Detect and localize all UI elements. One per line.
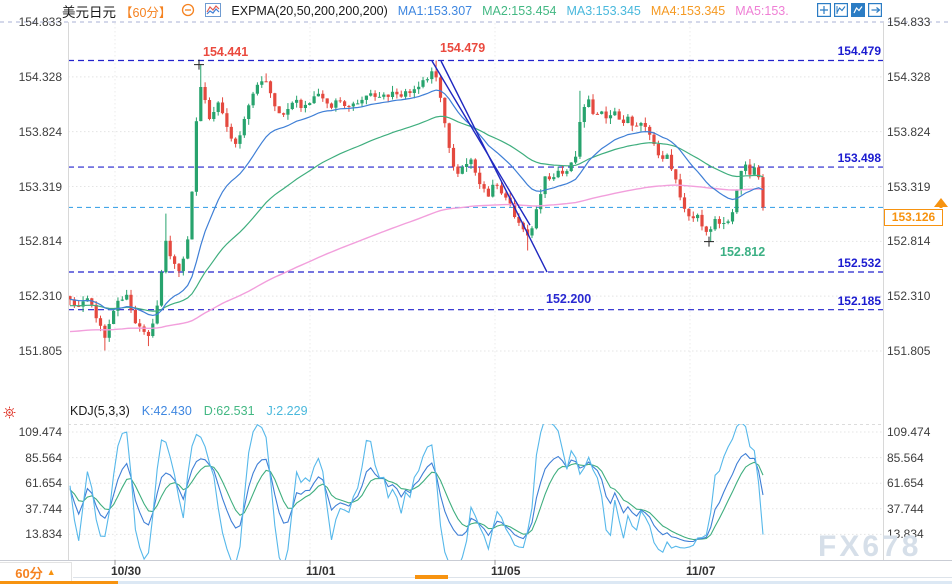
bottom-scrollbar-strip[interactable] xyxy=(0,581,952,584)
level-price-label: 152.185 xyxy=(837,294,881,308)
y-axis-label-left: 152.814 xyxy=(18,234,62,248)
kdj-axis-label-left: 61.654 xyxy=(25,476,62,490)
time-axis-label: 10/30 xyxy=(111,564,142,578)
indicator-pane-active-icon[interactable] xyxy=(851,3,865,17)
ma2-value: MA2:153.454 xyxy=(482,4,557,18)
crosshair-marker xyxy=(194,59,204,70)
pan-crosshair-icon[interactable] xyxy=(817,3,832,18)
chart-toolbar xyxy=(817,3,883,18)
kdj-axis-label-right: 109.474 xyxy=(887,425,931,439)
kdj-axis-label-right: 37.744 xyxy=(887,502,924,516)
y-axis-label-right: 153.319 xyxy=(887,180,931,194)
chevron-up-icon: ▲ xyxy=(46,567,56,577)
scrollbar-track[interactable] xyxy=(73,577,952,578)
timeframe-tab-label: 60分 xyxy=(15,565,43,581)
price-annotation: 154.479 xyxy=(440,41,486,55)
y-axis-label-right: 152.310 xyxy=(887,289,931,303)
trendline xyxy=(440,60,548,273)
kdj-k-value: K:42.430 xyxy=(141,404,192,418)
y-axis-label-left: 154.328 xyxy=(18,70,62,84)
time-axis-label: 11/05 xyxy=(491,564,521,578)
timeframe-tab[interactable]: 60分 ▲ xyxy=(0,562,72,582)
indicator-name: EXPMA(20,50,200,200,200) xyxy=(231,4,388,18)
y-axis-label-left: 151.805 xyxy=(18,344,62,358)
indicator-settings-sun-icon[interactable] xyxy=(3,406,16,424)
y-axis-label-left: 153.824 xyxy=(18,125,62,139)
y-axis-label-left: 153.319 xyxy=(18,180,62,194)
kdj-axis-label-left: 37.744 xyxy=(25,502,62,516)
gridlines xyxy=(0,21,952,560)
level-price-label: 154.479 xyxy=(837,44,881,58)
symbol-title: 美元日元 xyxy=(62,5,116,20)
y-axis-label-right: 153.824 xyxy=(887,125,931,139)
ma3-value: MA3:153.345 xyxy=(566,4,641,18)
kdj-panel-header: KDJ(5,3,3) K:42.430 D:62.531 J:2.229 xyxy=(70,403,308,419)
timeframe-label: 【60分】 xyxy=(120,5,172,20)
crosshair-marker xyxy=(704,236,714,247)
kdj-axis-label-right: 61.654 xyxy=(887,476,924,490)
kdj-axis-label-left: 109.474 xyxy=(18,425,62,439)
ema-50-line xyxy=(70,115,764,312)
kdj-axis-label-left: 85.564 xyxy=(25,451,62,465)
kdj-k-line xyxy=(69,452,764,543)
ma5-value: MA5:153. xyxy=(735,4,789,18)
kdj-d-value: D:62.531 xyxy=(203,404,255,418)
price-annotation: 152.200 xyxy=(546,292,592,306)
time-axis-label: 11/01 xyxy=(306,564,336,578)
y-axis-label-right: 154.833 xyxy=(887,15,931,29)
y-axis-label-left: 152.310 xyxy=(18,289,62,303)
y-axis-label-right: 154.328 xyxy=(887,70,931,84)
kdj-d-line xyxy=(69,461,764,541)
horizontal-level-lines xyxy=(68,59,883,311)
ma1-value: MA1:153.307 xyxy=(397,4,473,18)
trendline xyxy=(431,60,531,226)
candlestick-layer xyxy=(68,59,765,351)
indicator-dialog-icon[interactable] xyxy=(205,2,222,20)
kdj-axis-label-right: 85.564 xyxy=(887,451,924,465)
price-annotation: 154.441 xyxy=(203,45,249,59)
y-axis-label-right: 151.805 xyxy=(887,344,931,358)
price-annotation: 152.812 xyxy=(720,245,766,259)
current-price-tag: 153.126 xyxy=(884,209,943,226)
ema-200-line xyxy=(69,184,764,333)
watermark: FX678 xyxy=(818,530,922,563)
indicator-pane-icon[interactable] xyxy=(834,3,849,18)
kdj-j-line xyxy=(69,424,764,560)
y-axis-label-left: 154.833 xyxy=(18,15,62,29)
scrollbar-thumb[interactable] xyxy=(415,575,448,579)
time-axis-label: 11/07 xyxy=(686,564,716,578)
ma4-value: MA4:153.345 xyxy=(650,4,726,18)
ema-20-line xyxy=(69,89,764,317)
level-price-label: 153.498 xyxy=(837,151,881,165)
y-axis-label-right: 152.814 xyxy=(887,234,931,248)
kdj-layer xyxy=(69,424,764,560)
tab-active-underline xyxy=(0,581,118,584)
kdj-title: KDJ(5,3,3) xyxy=(70,404,130,418)
main-chart-header: 美元日元 【60分】 EXPMA(20,50,200,200,200) MA1:… xyxy=(62,2,789,20)
kdj-axis-label-right: 13.834 xyxy=(887,527,924,541)
kdj-j-value: J:2.229 xyxy=(266,404,308,418)
kdj-axis-label-left: 13.834 xyxy=(25,527,62,541)
level-price-label: 152.532 xyxy=(837,256,881,270)
detach-window-icon[interactable] xyxy=(868,3,883,18)
collapse-circle-icon[interactable] xyxy=(181,3,195,20)
